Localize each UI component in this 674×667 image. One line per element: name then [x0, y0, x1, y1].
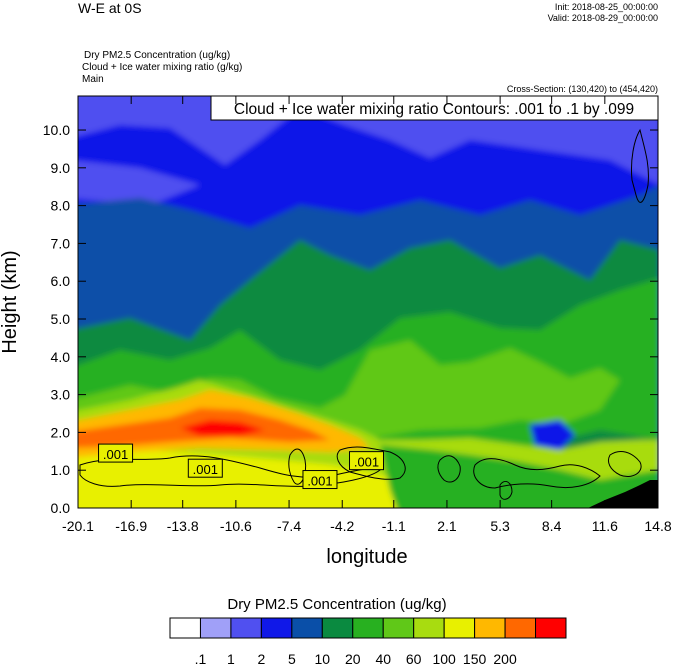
x-tick-label: 11.6: [592, 518, 618, 534]
y-tick-label: 4.0: [51, 349, 71, 365]
colorbar-label: 100: [432, 651, 456, 667]
x-tick-label: 5.3: [490, 518, 510, 534]
colorbar-swatch: [474, 617, 506, 639]
contour-label-box: [98, 443, 134, 463]
colorbar-label: 10: [315, 651, 331, 667]
x-tick-label: -1.1: [382, 518, 406, 534]
colorbar-label: 1: [227, 651, 235, 667]
x-tick-label: -13.8: [167, 518, 199, 534]
plot-title: W-E at 0S: [78, 0, 142, 16]
colorbar-swatch: [413, 617, 445, 639]
colorbar-label: 200: [493, 651, 517, 667]
field-fill-2-5-lower: [78, 160, 200, 205]
domain-name-label: Main: [82, 74, 104, 85]
colorbar-swatch: [199, 617, 232, 639]
y-tick-label: 6.0: [51, 273, 71, 289]
colorbar-label: .1: [195, 651, 207, 667]
y-tick-label: 8.0: [51, 198, 71, 214]
x-tick-label: -16.9: [115, 518, 147, 534]
colorbar-swatch: [260, 617, 293, 639]
contour-label: .001: [193, 462, 218, 477]
y-tick-label: 10.0: [43, 122, 70, 138]
colorbar: .1 1 2 5 10 20 40 60 100 150 200: [169, 617, 567, 667]
x-tick-label: 2.1: [437, 518, 457, 534]
colorbar-label: 5: [288, 651, 296, 667]
x-axis-label: longitude: [326, 546, 407, 568]
y-tick-label: 2.0: [51, 424, 71, 440]
x-tick-label: -4.2: [330, 518, 354, 534]
y-tick-label: 9.0: [51, 160, 71, 176]
terrain-fill: [588, 480, 658, 508]
cloud-contour-right-1: [437, 455, 461, 483]
colorbar-swatch: [504, 617, 537, 639]
x-tick-label: -7.4: [277, 518, 301, 534]
y-tick-label: 1.0: [51, 462, 71, 478]
y-axis-label: Height (km): [0, 250, 21, 353]
x-tick-label: -10.6: [220, 518, 252, 534]
contour-info-box: [210, 95, 659, 121]
x-tick-label: 8.4: [542, 518, 562, 534]
valid-time-label: Valid: 2018-08-29_00:00:00: [547, 13, 658, 23]
field-fill-150-200: [78, 450, 433, 508]
colorbar-label: 20: [345, 651, 361, 667]
cloud-contour-right-2: [473, 458, 601, 489]
colorbar-swatch: [382, 617, 415, 639]
contour-label: .001: [103, 447, 128, 462]
colorbar-label: 60: [406, 651, 422, 667]
contour-info-text: Cloud + Ice water mixing ratio Contours:…: [234, 101, 634, 118]
y-tick-label: 7.0: [51, 235, 71, 251]
y-axis: 0.0 1.0 2.0 3.0 4.0 5.0 6.0 7.0 8.0 9.0 10.0: [43, 122, 658, 516]
y-tick-label: 0.0: [51, 500, 71, 516]
field-description-cloud: Cloud + Ice water mixing ratio (g/kg): [82, 62, 243, 73]
cross-section-label: Cross-Section: (130,420) to (454,420): [506, 84, 658, 94]
colorbar-swatch: [443, 617, 476, 639]
contour-label-box: [187, 458, 223, 478]
x-tick-label: -20.1: [62, 518, 94, 534]
colorbar-swatch: [321, 617, 354, 639]
colorbar-label: 150: [463, 651, 487, 667]
x-tick-label: 14.8: [644, 518, 671, 534]
colorbar-swatch: [230, 617, 262, 639]
contour-label-box: [302, 470, 338, 490]
colorbar-swatch: [169, 617, 201, 639]
contour-label-box: [349, 451, 385, 471]
field-fill-blue-patch: [530, 420, 575, 450]
cloud-contour-upper-right: [631, 128, 649, 203]
colorbar-label: 40: [375, 651, 391, 667]
cloud-contour-right-3: [499, 481, 513, 500]
x-axis: -20.1 -16.9 -13.8 -10.6 -7.4 -4.2 -1.1 2.1 5.3 8.…: [62, 96, 672, 534]
colorbar-swatch: [535, 617, 567, 639]
field-description-pm25: Dry PM2.5 Concentration (ug/kg): [84, 50, 231, 61]
cloud-contour-right-4: [607, 451, 642, 477]
field-fill-max-red: [180, 420, 265, 436]
contour-labels: .001 .001 .001 .001: [98, 443, 385, 490]
colorbar-swatch: [291, 617, 323, 639]
init-time-label: Init: 2018-08-25_00:00:00: [554, 2, 658, 12]
colorbar-title: Dry PM2.5 Concentration (ug/kg): [227, 596, 447, 613]
colorbar-swatch: [352, 617, 384, 639]
field-fill-green-lower: [380, 445, 658, 508]
y-tick-label: 3.0: [51, 387, 71, 403]
y-tick-label: 5.0: [51, 311, 71, 327]
colorbar-label: 2: [257, 651, 265, 667]
contour-label: .001: [354, 455, 379, 470]
cloud-contour-mid2: [336, 446, 406, 480]
contour-label: .001: [307, 474, 332, 489]
